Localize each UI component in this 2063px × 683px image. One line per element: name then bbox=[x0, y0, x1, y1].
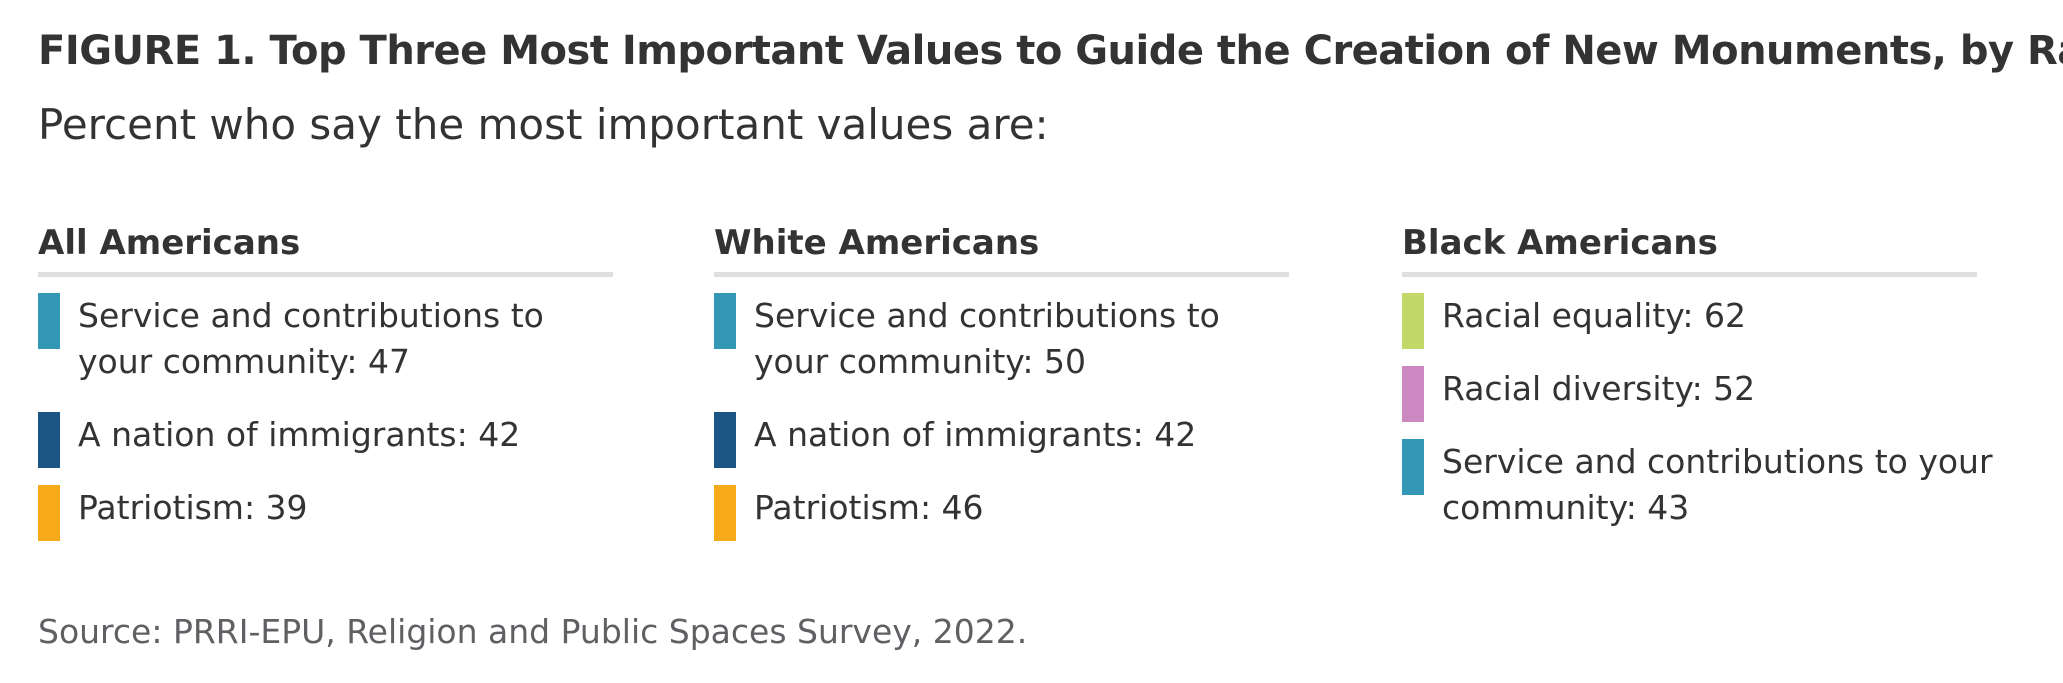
group-heading: White Americans bbox=[714, 223, 1040, 263]
value-label: Racial equality: 62 bbox=[1442, 296, 1747, 335]
value-label: A nation of immigrants: 42 bbox=[754, 415, 1197, 454]
value-label: Patriotism: 39 bbox=[78, 488, 308, 527]
color-swatch bbox=[38, 485, 60, 541]
group-divider bbox=[38, 272, 613, 277]
value-item: Patriotism: 39 bbox=[38, 485, 618, 541]
value-item: Service and contributions to your commun… bbox=[714, 293, 1294, 385]
color-swatch bbox=[714, 485, 736, 541]
color-swatch bbox=[1402, 366, 1424, 422]
value-item: Patriotism: 46 bbox=[714, 485, 1294, 541]
chart-title: FIGURE 1. Top Three Most Important Value… bbox=[38, 28, 2063, 74]
color-swatch bbox=[714, 412, 736, 468]
value-item: Racial diversity: 52 bbox=[1402, 366, 2012, 422]
value-label: A nation of immigrants: 42 bbox=[78, 415, 521, 454]
group-column: All Americans Service and contributions t… bbox=[38, 218, 618, 558]
color-swatch bbox=[38, 412, 60, 468]
value-label: Service and contributions to your commun… bbox=[1442, 442, 1993, 527]
value-label: Racial diversity: 52 bbox=[1442, 369, 1756, 408]
group-heading: All Americans bbox=[38, 223, 301, 263]
group-heading: Black Americans bbox=[1402, 223, 1718, 263]
group-column: Black Americans Racial equality: 62 Racial… bbox=[1402, 218, 2012, 558]
value-label: Service and contributions to your commun… bbox=[754, 296, 1220, 381]
color-swatch bbox=[714, 293, 736, 349]
chart-subtitle: Percent who say the most important value… bbox=[38, 100, 1049, 149]
value-item: Racial equality: 62 bbox=[1402, 293, 2012, 349]
group-divider bbox=[1402, 272, 1977, 277]
color-swatch bbox=[38, 293, 60, 349]
group-divider bbox=[714, 272, 1289, 277]
value-item: A nation of immigrants: 42 bbox=[714, 412, 1294, 468]
group-column: White Americans Service and contributions… bbox=[714, 218, 1294, 558]
value-label: Patriotism: 46 bbox=[754, 488, 984, 527]
value-item: Service and contributions to your commun… bbox=[1402, 439, 2012, 531]
color-swatch bbox=[1402, 439, 1424, 495]
value-label: Service and contributions to your commun… bbox=[78, 296, 544, 381]
color-swatch bbox=[1402, 293, 1424, 349]
source-note: Source: PRRI-EPU, Religion and Public Sp… bbox=[38, 612, 1028, 651]
value-item: Service and contributions to your commun… bbox=[38, 293, 618, 385]
value-item: A nation of immigrants: 42 bbox=[38, 412, 618, 468]
